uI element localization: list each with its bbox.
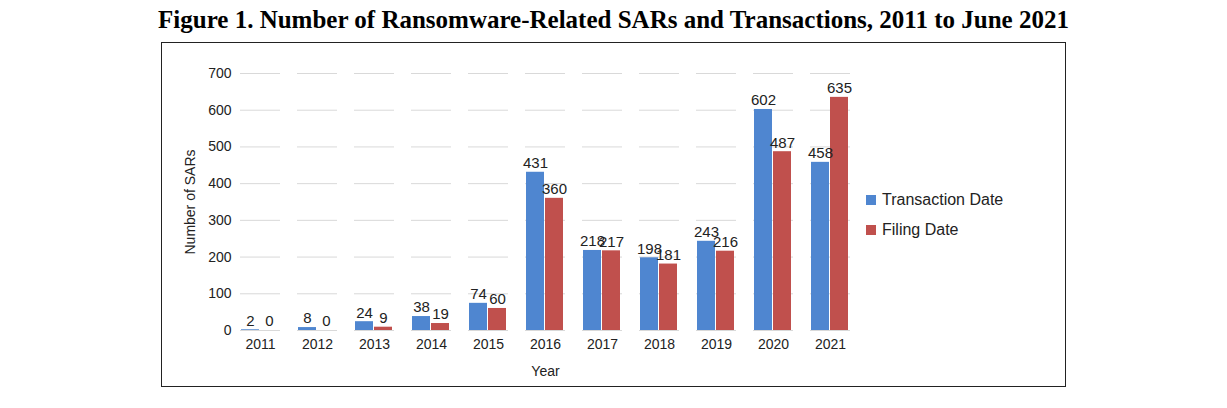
svg-text:2018: 2018 [644,336,675,352]
svg-text:2021: 2021 [815,336,846,352]
svg-text:60: 60 [489,290,506,307]
html-text:Figure 1. Number of Ransomware: Figure 1. Number of Ransomware-Related S… [158,6,1069,33]
svg-text:9: 9 [379,308,387,325]
svg-text:19: 19 [432,305,449,322]
svg-text:24: 24 [356,303,373,320]
svg-text:0: 0 [322,312,330,329]
svg-text:500: 500 [208,138,232,154]
svg-text:100: 100 [208,285,232,301]
svg-text:Number of SARs: Number of SARs [182,149,198,254]
svg-text:2016: 2016 [530,336,561,352]
svg-text:2015: 2015 [473,336,504,352]
svg-text:400: 400 [208,175,232,191]
svg-text:217: 217 [599,232,624,249]
svg-text:360: 360 [542,180,567,197]
svg-text:0: 0 [224,321,232,337]
svg-text:2014: 2014 [416,336,447,352]
svg-text:635: 635 [827,79,852,96]
svg-text:218: 218 [580,231,605,249]
svg-text:243: 243 [694,222,719,240]
svg-text:2013: 2013 [359,336,390,352]
svg-text:458: 458 [808,144,833,161]
svg-text:600: 600 [208,101,232,117]
svg-text:181: 181 [656,245,681,262]
svg-text:0: 0 [265,312,273,329]
svg-text:487: 487 [770,133,795,150]
svg-text:74: 74 [470,285,487,302]
svg-text:198: 198 [637,239,662,257]
svg-text:200: 200 [208,248,232,264]
svg-text:2011: 2011 [245,336,275,352]
svg-text:2017: 2017 [587,336,618,352]
svg-text:2020: 2020 [758,336,789,352]
svg-text:2019: 2019 [701,336,732,352]
svg-text:700: 700 [208,64,232,80]
svg-text:2: 2 [246,311,254,328]
svg-text:2012: 2012 [302,336,333,352]
html-text:Transaction Date: Transaction Date [882,190,1004,208]
html-text:Filing Date: Filing Date [882,220,959,238]
svg-text:431: 431 [523,154,548,171]
svg-text:8: 8 [303,309,311,326]
svg-text:38: 38 [413,298,430,315]
svg-text:602: 602 [751,91,776,108]
svg-text:300: 300 [208,211,232,227]
svg-text:Year: Year [531,362,560,378]
svg-text:216: 216 [713,232,738,249]
